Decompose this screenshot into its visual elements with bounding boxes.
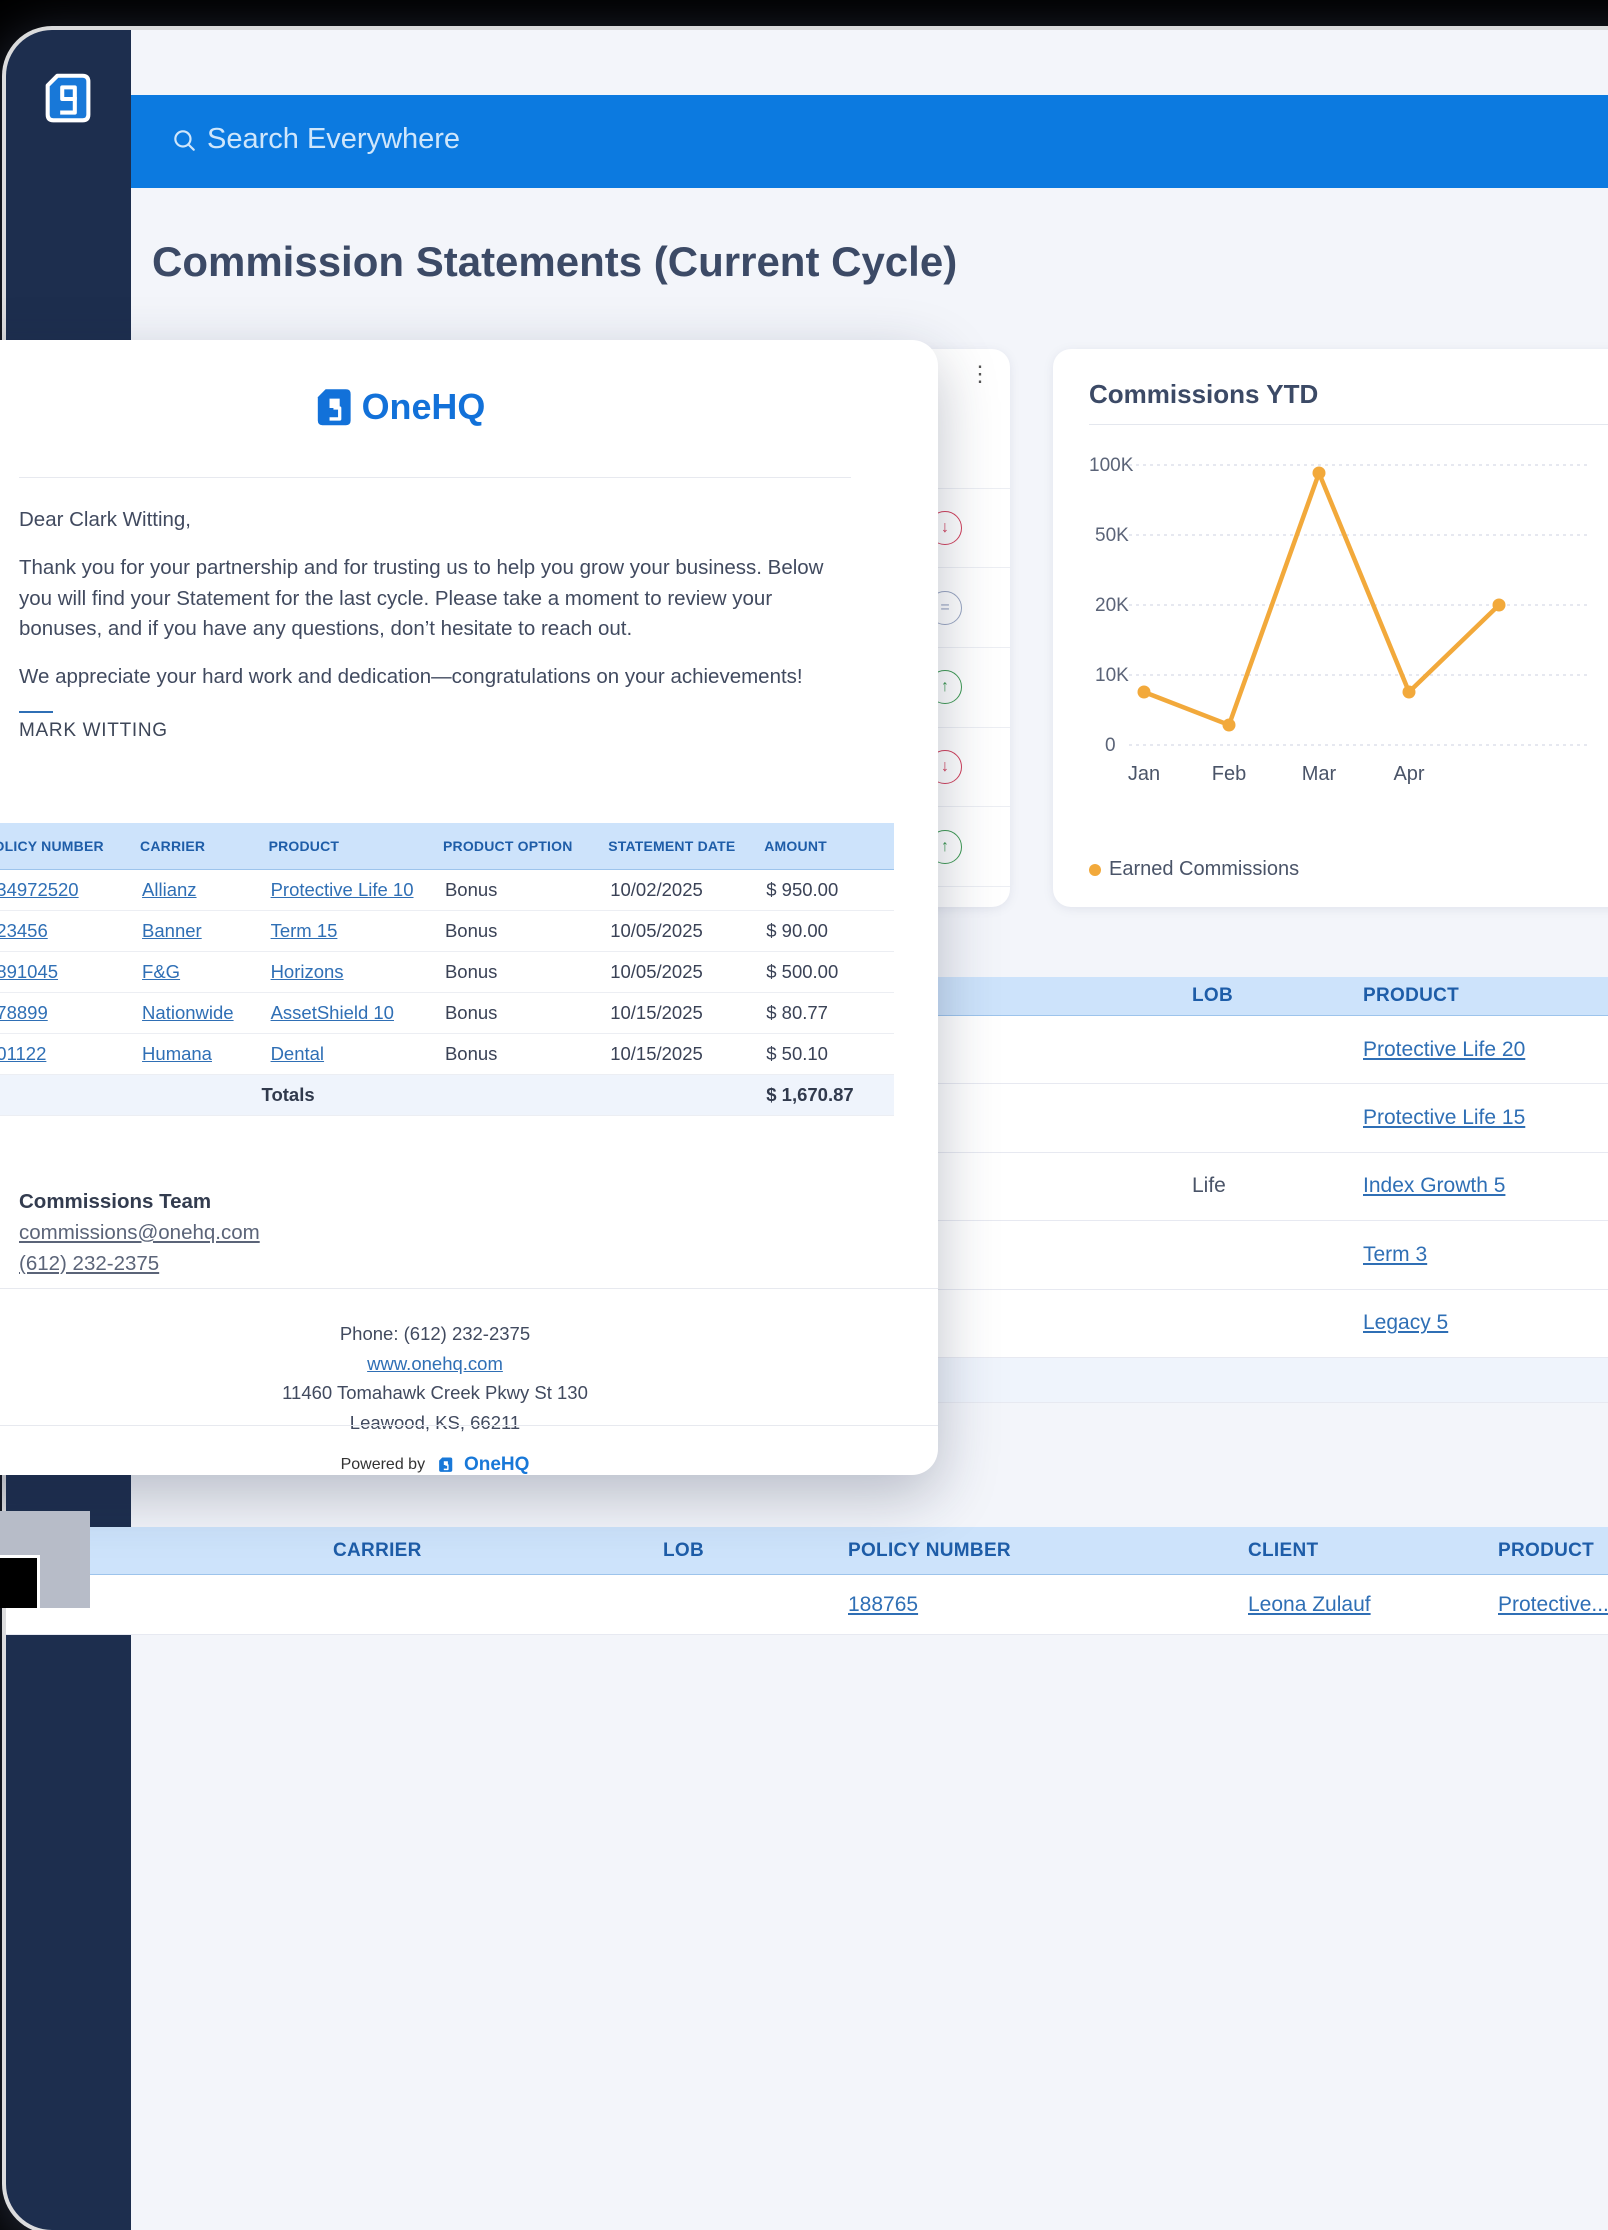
svg-text:100K: 100K [1089,455,1134,476]
svg-text:Jan: Jan [1128,763,1160,785]
svg-text:0: 0 [1105,735,1116,756]
svg-text:Mar: Mar [1302,763,1337,785]
svg-text:20K: 20K [1095,595,1129,616]
svg-text:10K: 10K [1095,665,1129,686]
svg-text:Feb: Feb [1212,763,1246,785]
svg-text:OneHQ: OneHQ [362,386,486,427]
svg-text:50K: 50K [1095,525,1129,546]
svg-text:Apr: Apr [1393,763,1424,785]
